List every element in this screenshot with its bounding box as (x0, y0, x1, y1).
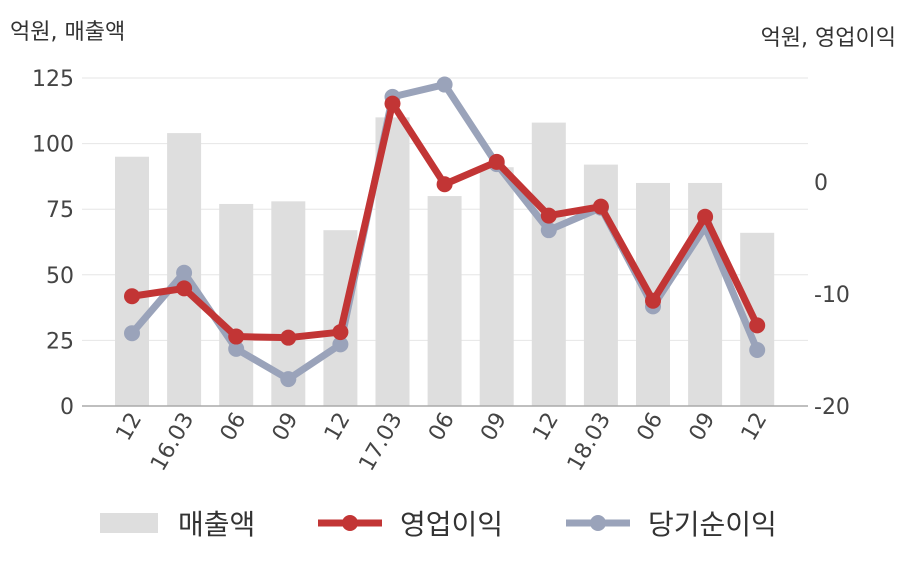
x-tick-label: 09 (268, 409, 304, 446)
legend-line-swatch-gray (566, 515, 630, 531)
series-point (540, 207, 557, 224)
x-tick-label: 12 (737, 409, 773, 446)
legend: 매출액 영업이익 당기순이익 (0, 500, 908, 546)
series-point (176, 264, 193, 281)
series-point (436, 176, 453, 193)
legend-label-revenue: 매출액 (178, 508, 256, 541)
x-tick-label: 06 (633, 409, 669, 446)
series-point (124, 325, 140, 342)
legend-item-operating-profit: 영업이익 (318, 500, 503, 546)
x-tick-label: 09 (476, 409, 512, 446)
series-point (749, 317, 766, 334)
legend-item-revenue: 매출액 (100, 500, 255, 546)
right-tick-label: 0 (814, 171, 828, 196)
right-axis-unit-label: 억원, 영업이익 (760, 26, 896, 51)
bar (219, 203, 254, 406)
left-tick-label: 100 (32, 133, 74, 158)
series-point (280, 329, 297, 346)
x-tick-label: 06 (216, 409, 252, 446)
left-tick-label: 50 (46, 264, 74, 289)
x-tick-label: 16.03 (146, 409, 199, 476)
x-tick-label: 06 (424, 409, 460, 446)
legend-item-net-income: 당기순이익 (566, 500, 777, 546)
series-point (124, 288, 140, 305)
legend-line-swatch-red (318, 515, 382, 531)
left-tick-label: 0 (60, 395, 74, 420)
x-tick-label: 09 (685, 409, 721, 446)
legend-label-operating-profit: 영업이익 (400, 508, 504, 541)
series-point (228, 328, 245, 345)
series-point (384, 95, 401, 112)
series-point (280, 371, 297, 388)
x-tick-label: 17.03 (355, 409, 408, 476)
series-point (228, 340, 245, 357)
series-point (645, 292, 661, 309)
series-point (749, 342, 766, 358)
series-point (436, 76, 453, 93)
legend-label-net-income: 당기순이익 (648, 508, 777, 541)
left-tick-label: 75 (46, 198, 74, 223)
series-point (697, 208, 714, 225)
bar (479, 167, 514, 406)
left-tick-label: 25 (46, 329, 74, 354)
left-axis-unit-label: 억원, 매출액 (10, 20, 126, 45)
series-point (332, 324, 349, 341)
bar (531, 122, 566, 406)
x-tick-label: 12 (112, 409, 148, 446)
series-point (176, 280, 193, 297)
x-tick-label: 12 (528, 409, 564, 446)
series-point (592, 198, 609, 215)
x-tick-label: 18.03 (563, 409, 616, 476)
series-point (488, 153, 505, 170)
series-point (332, 336, 349, 353)
x-tick-label: 12 (320, 409, 356, 446)
series-point (540, 222, 557, 239)
bar (115, 156, 149, 406)
left-tick-label: 125 (32, 67, 74, 92)
bar (427, 196, 462, 406)
right-tick-label: -20 (814, 395, 850, 420)
right-tick-label: -10 (814, 283, 850, 308)
legend-bar-swatch (100, 513, 158, 533)
